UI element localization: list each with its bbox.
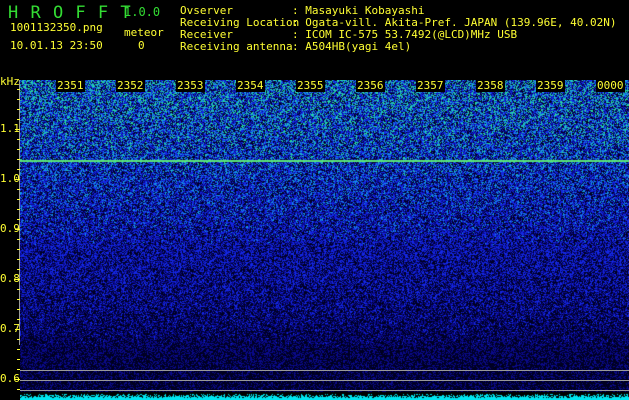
app-title: H R O F F T	[8, 3, 132, 23]
freq-label: 0.8	[0, 272, 20, 285]
app-version: 1.0.0	[124, 5, 161, 19]
meteor-label: meteor	[124, 26, 164, 39]
freq-tick	[17, 139, 20, 140]
meteor-count: 0	[138, 39, 145, 52]
freq-tick	[17, 269, 20, 270]
time-label: 2359	[536, 79, 565, 92]
file-datetime: 10.01.13 23:50	[10, 39, 103, 52]
freq-tick	[17, 119, 20, 120]
info-label-observer: Ovserver	[180, 4, 233, 17]
time-label: 2352	[116, 79, 145, 92]
freq-tick	[17, 149, 20, 150]
freq-tick	[17, 309, 20, 310]
freq-tick	[17, 189, 20, 190]
freq-tick	[17, 109, 20, 110]
reference-line	[20, 380, 629, 381]
freq-tick	[17, 289, 20, 290]
freq-label: 0.7	[0, 322, 20, 335]
time-label: 2355	[296, 79, 325, 92]
freq-tick	[17, 299, 20, 300]
freq-tick	[15, 329, 20, 330]
freq-tick	[17, 219, 20, 220]
freq-tick	[15, 279, 20, 280]
file-name: 1001132350.png	[10, 21, 103, 34]
info-label-receiver: Receiver	[180, 28, 233, 41]
info-label-location: Receiving Location	[180, 16, 300, 29]
time-label: 2357	[416, 79, 445, 92]
freq-tick	[17, 99, 20, 100]
spectrogram	[20, 80, 629, 400]
freq-tick	[17, 339, 20, 340]
time-label: 2354	[236, 79, 265, 92]
freq-tick	[17, 169, 20, 170]
freq-tick	[17, 319, 20, 320]
freq-tick	[15, 229, 20, 230]
freq-tick	[15, 179, 20, 180]
time-label: 0000	[596, 79, 625, 92]
freq-tick	[17, 349, 20, 350]
freq-label: 1.0	[0, 172, 20, 185]
freq-tick	[17, 249, 20, 250]
info-label-antenna: Receiving antenna	[180, 40, 293, 53]
freq-tick	[17, 159, 20, 160]
freq-tick	[17, 359, 20, 360]
info-value-observer: : Masayuki Kobayashi	[292, 4, 425, 17]
time-label: 2351	[56, 79, 85, 92]
info-value-antenna: : A504HB(yagi 4el)	[292, 40, 412, 53]
freq-tick	[15, 129, 20, 130]
freq-tick	[17, 209, 20, 210]
freq-tick	[17, 199, 20, 200]
freq-label: 1.1	[0, 122, 20, 135]
freq-tick	[17, 239, 20, 240]
axis-line	[19, 80, 20, 345]
info-value-location: : Ogata-vill. Akita-Pref. JAPAN (139.96E…	[292, 16, 617, 29]
freq-unit: kHz	[0, 75, 20, 88]
reference-line	[20, 390, 629, 391]
time-label: 2358	[476, 79, 505, 92]
freq-tick	[17, 89, 20, 90]
time-label: 2356	[356, 79, 385, 92]
reference-line	[20, 370, 629, 371]
freq-tick	[15, 379, 20, 380]
info-value-receiver: : ICOM IC-575 53.7492(@LCD)MHz USB	[292, 28, 518, 41]
freq-tick	[17, 259, 20, 260]
time-label: 2353	[176, 79, 205, 92]
freq-tick	[17, 369, 20, 370]
freq-label: 0.6	[0, 372, 20, 385]
freq-label: 0.9	[0, 222, 20, 235]
freq-tick	[17, 389, 20, 390]
